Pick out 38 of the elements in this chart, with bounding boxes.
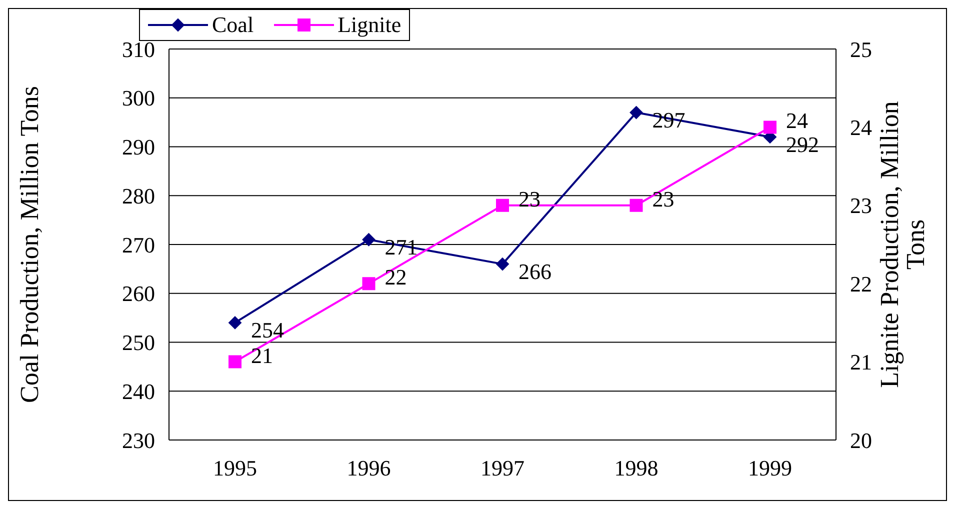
y2-tick-label: 20 — [850, 428, 872, 453]
data-label: 254 — [251, 318, 284, 343]
legend-label: Lignite — [336, 12, 402, 38]
y2-tick-label: 24 — [850, 115, 872, 140]
point — [496, 258, 509, 271]
point — [496, 198, 509, 212]
y2-tick-label: 21 — [850, 350, 872, 375]
y2-tick-label: 25 — [850, 36, 872, 62]
legend-label: Coal — [211, 12, 254, 38]
y-tick-label: 270 — [122, 232, 155, 258]
point — [362, 233, 376, 246]
data-label: 21 — [251, 342, 273, 368]
x-tick-label: 1997 — [480, 456, 524, 481]
data-label: 22 — [384, 264, 407, 290]
point — [630, 106, 643, 120]
y-tick-label: 230 — [122, 428, 155, 453]
point — [630, 198, 643, 212]
y-tick-label: 300 — [122, 86, 155, 111]
y-tick-label: 290 — [122, 134, 155, 160]
y-tick-label: 280 — [122, 183, 155, 208]
point — [228, 316, 242, 330]
x-tick-label: 1998 — [614, 456, 658, 481]
y2-tick-label: 23 — [850, 193, 872, 218]
point — [764, 120, 776, 134]
data-label: 266 — [518, 259, 552, 284]
y-tick-label: 250 — [122, 330, 155, 356]
point — [362, 277, 376, 290]
point — [228, 355, 242, 368]
y-axis-title: Coal Production, Million Tons — [15, 86, 44, 403]
data-label: 24 — [786, 108, 808, 134]
x-tick-label: 1999 — [748, 456, 792, 481]
y-tick-label: 310 — [122, 36, 155, 62]
y-tick-label: 260 — [122, 281, 155, 306]
x-tick-label: 1996 — [346, 456, 391, 481]
y-tick-label: 240 — [122, 378, 155, 404]
y2-axis-title: Lignite Production, Million Tons — [875, 101, 930, 388]
y2-tick-label: 22 — [850, 271, 872, 296]
x-tick-label: 1995 — [213, 456, 257, 481]
